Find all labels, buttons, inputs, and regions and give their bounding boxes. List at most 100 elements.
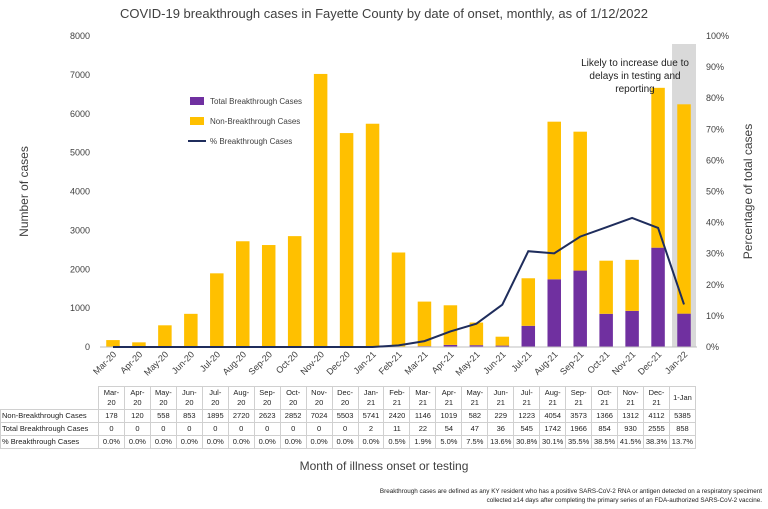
y-right-tick-label: 70% <box>706 124 724 134</box>
table-header-cell: May- 21 <box>461 386 489 410</box>
table-cell: 1146 <box>409 409 437 423</box>
table-header-cell: May- 20 <box>149 386 177 410</box>
x-tick-label: Jan-21 <box>351 349 378 376</box>
table-header-cell: Nov- 21 <box>617 386 645 410</box>
x-tick-label: Oct-20 <box>274 349 300 375</box>
bar-non-breakthrough <box>599 260 613 314</box>
table-row-label: % Breakthrough Cases <box>0 435 99 449</box>
table-cell: 1312 <box>617 409 645 423</box>
table-header-cell: Dec- 20 <box>331 386 359 410</box>
bar-total-breakthrough <box>547 279 561 347</box>
table-cell: 5.0% <box>435 435 463 449</box>
table-cell: 0.0% <box>305 435 333 449</box>
annotation-text: Likely to increase due to <box>581 58 689 69</box>
bar-non-breakthrough <box>625 259 639 311</box>
table-header-cell: Nov- 20 <box>305 386 333 410</box>
table-cell: 7024 <box>305 409 333 423</box>
y-tick-label: 6000 <box>70 109 90 119</box>
table-cell: 2555 <box>643 422 670 436</box>
table-header-cell: Aug- 21 <box>539 386 567 410</box>
bar-non-breakthrough <box>236 241 250 347</box>
y-right-tick-label: 100% <box>706 31 729 41</box>
bar-non-breakthrough <box>313 73 328 347</box>
table-cell: 0 <box>201 422 229 436</box>
x-tick-label: Nov-21 <box>610 349 638 377</box>
table-header-cell: Mar- 21 <box>409 386 437 410</box>
table-cell: 1895 <box>201 409 229 423</box>
table-cell: 35.5% <box>565 435 593 449</box>
x-tick-label: Aug-20 <box>221 349 249 377</box>
table-cell: 0.0% <box>123 435 151 449</box>
legend-marker <box>190 117 204 125</box>
bar-total-breakthrough <box>651 247 665 347</box>
y-right-tick-label: 90% <box>706 62 724 72</box>
table-header-cell: Aug- 20 <box>227 386 255 410</box>
table-cell: 558 <box>149 409 177 423</box>
table-cell: 853 <box>175 409 203 423</box>
table-header-cell: Jun- 20 <box>175 386 203 410</box>
table-header-cell: Mar- 20 <box>98 386 125 410</box>
x-tick-label: Feb-21 <box>377 349 404 376</box>
y-right-tick-label: 40% <box>706 218 724 228</box>
x-tick-label: Jul-21 <box>509 349 533 373</box>
y-tick-label: 8000 <box>70 31 90 41</box>
chart-title: COVID-19 breakthrough cases in Fayette C… <box>119 6 648 21</box>
table-header-cell: Oct- 21 <box>591 386 619 410</box>
table-cell: 54 <box>435 422 463 436</box>
y-tick-label: 3000 <box>70 225 90 235</box>
table-cell: 229 <box>487 409 515 423</box>
table-cell: 30.8% <box>513 435 541 449</box>
x-tick-label: May-21 <box>453 349 481 377</box>
table-cell: 930 <box>617 422 645 436</box>
table-cell: 0.0% <box>331 435 359 449</box>
table-cell: 0.0% <box>253 435 281 449</box>
table-header-row: Mar- 20 Apr- 20 May- 20 Jun- 20 Jul- 20 Aug- 20 Sep-… <box>0 386 696 410</box>
annotation-text: delays in testing and <box>589 71 680 82</box>
table-cell: 38.5% <box>591 435 619 449</box>
table-cell: 13.6% <box>487 435 515 449</box>
bar-non-breakthrough <box>469 322 484 346</box>
table-header-cell: Sep- 20 <box>253 386 281 410</box>
table-cell: 1.9% <box>409 435 437 449</box>
table-cell: 47 <box>461 422 489 436</box>
annotation-text: reporting <box>615 84 654 95</box>
y-right-tick-label: 20% <box>706 280 724 290</box>
table-cell: 11 <box>383 422 411 436</box>
x-tick-label: Sep-21 <box>558 349 586 377</box>
table-cell: 858 <box>668 422 696 436</box>
table-cell: 1366 <box>591 409 619 423</box>
table-header-cell: Jul- 20 <box>201 386 229 410</box>
bar-non-breakthrough <box>132 342 146 347</box>
table-header-cell: Sep- 21 <box>565 386 593 410</box>
table-cell: 13.7% <box>668 435 696 449</box>
table-cell: 0.0% <box>149 435 177 449</box>
table-row: Total Breakthrough Cases 0 0 0 0 0 0 0 0 0 0 2 11 22 5… <box>0 422 696 436</box>
x-axis-title: Month of illness onset or testing <box>299 459 469 473</box>
legend-entry: Total Breakthrough Cases <box>210 97 302 106</box>
y-axis-title: Number of cases <box>17 146 31 237</box>
y-right-tick-label: 10% <box>706 311 724 321</box>
x-tick-label: Jun-20 <box>170 349 197 376</box>
y-tick-label: 5000 <box>70 148 90 158</box>
x-tick-label: Oct-21 <box>585 349 611 375</box>
table-cell: 854 <box>591 422 619 436</box>
x-tick-label: Dec-21 <box>636 349 664 377</box>
table-cell: 2852 <box>279 409 307 423</box>
bar-non-breakthrough <box>677 104 691 314</box>
data-table: Mar- 20 Apr- 20 May- 20 Jun- 20 Jul- 20 Aug- 20 Sep-… <box>0 386 696 449</box>
y-tick-label: 4000 <box>70 187 90 197</box>
table-cell: 545 <box>513 422 541 436</box>
table-row: Non-Breakthrough Cases 178 120 558 853 1895 27… <box>0 409 696 423</box>
y-right-tick-label: 80% <box>706 93 724 103</box>
table-cell: 0 <box>227 422 255 436</box>
bar-non-breakthrough <box>106 340 120 347</box>
table-cell: 2420 <box>383 409 411 423</box>
table-cell: 5503 <box>331 409 359 423</box>
legend-marker <box>190 97 204 105</box>
bar-non-breakthrough <box>210 273 224 347</box>
table-cell: 0 <box>331 422 359 436</box>
table-header-cell: Feb- 21 <box>383 386 411 410</box>
table-cell: 36 <box>487 422 515 436</box>
x-tick-label: Jun-21 <box>481 349 508 376</box>
